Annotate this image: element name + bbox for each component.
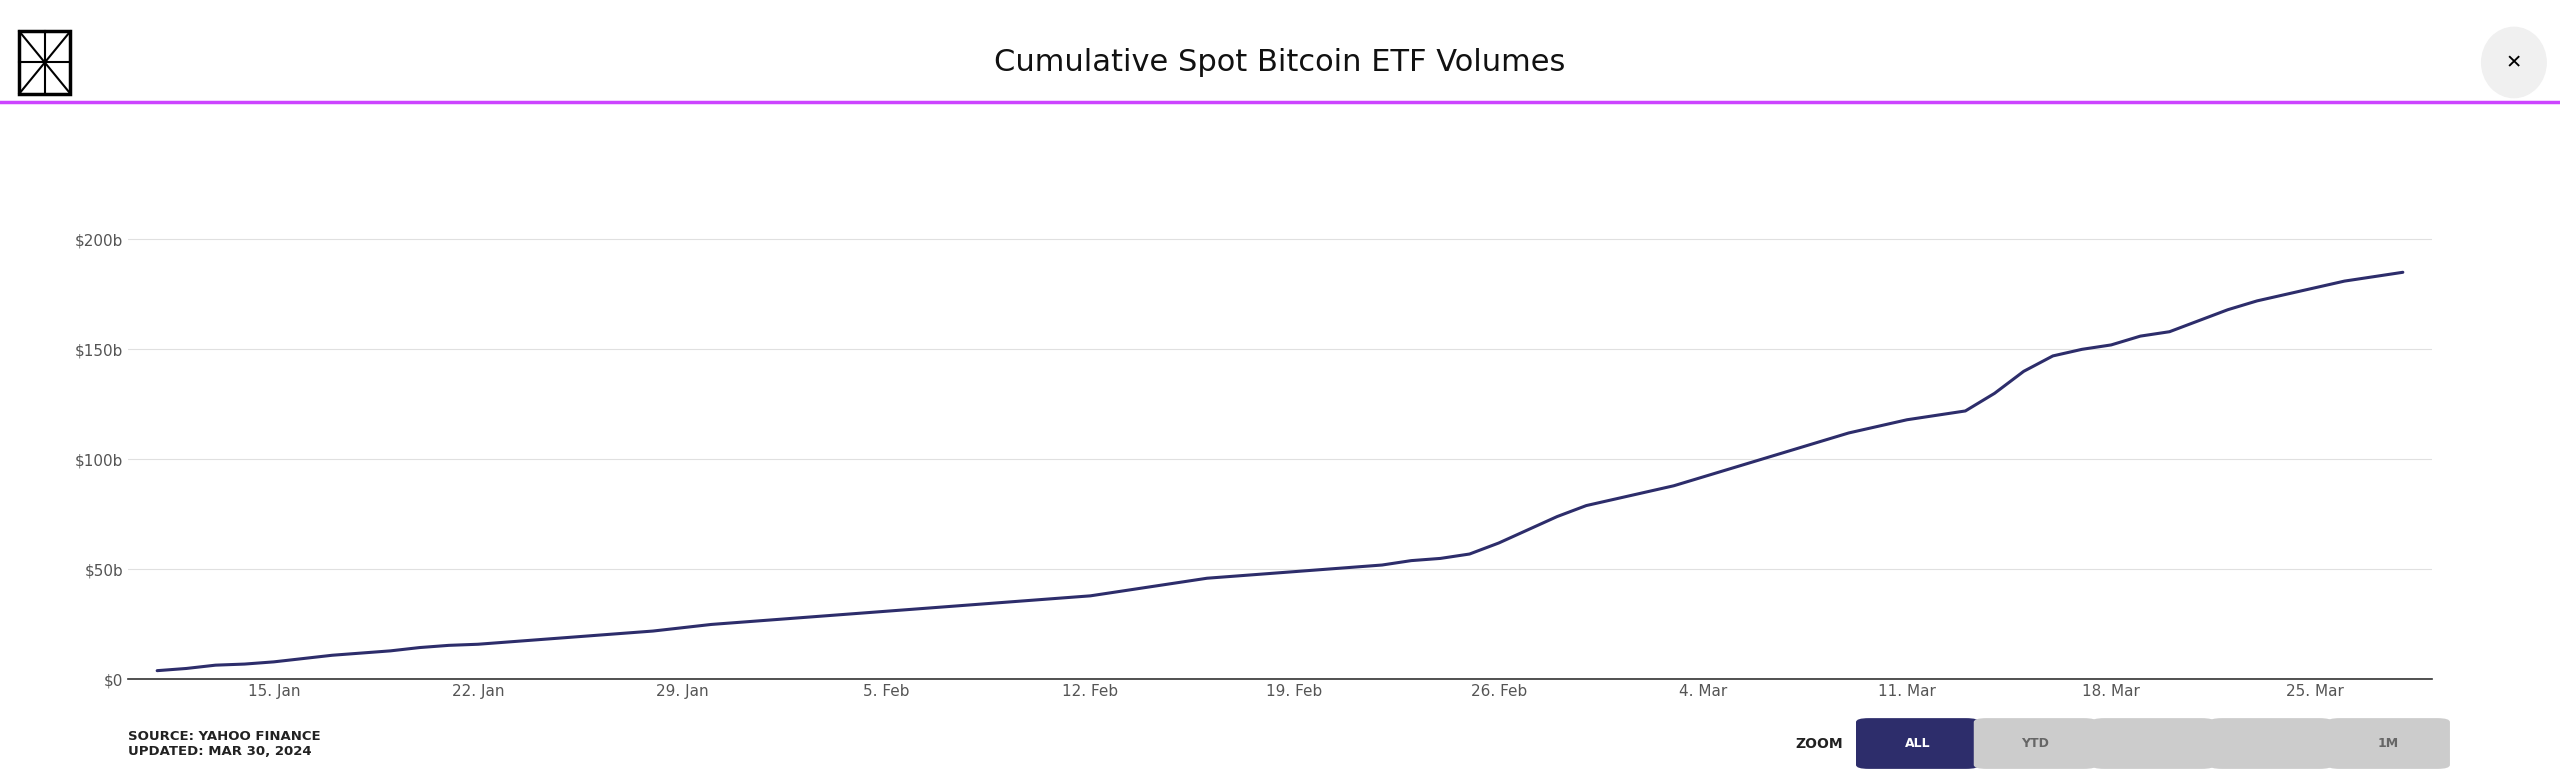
Text: ALL: ALL xyxy=(1905,737,1930,750)
Text: 1M: 1M xyxy=(2378,737,2399,750)
Text: Cumulative Spot Bitcoin ETF Volumes: Cumulative Spot Bitcoin ETF Volumes xyxy=(993,48,1567,77)
Text: YTD: YTD xyxy=(2022,737,2048,750)
Circle shape xyxy=(2481,27,2547,98)
Text: SOURCE: YAHOO FINANCE
UPDATED: MAR 30, 2024: SOURCE: YAHOO FINANCE UPDATED: MAR 30, 2… xyxy=(128,730,320,758)
Text: ✕: ✕ xyxy=(2506,53,2522,72)
Text: ZOOM: ZOOM xyxy=(1795,736,1843,751)
